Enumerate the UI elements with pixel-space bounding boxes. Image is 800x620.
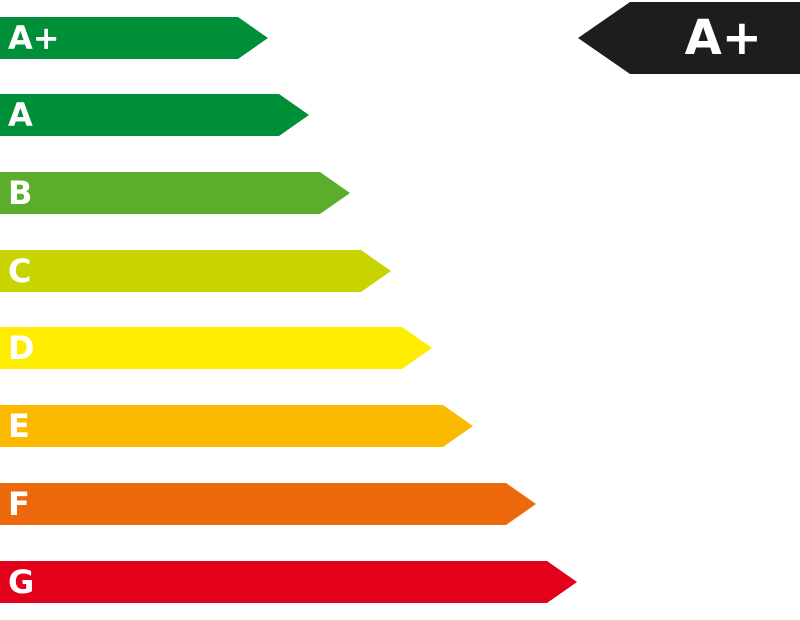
energy-class-label: A+: [8, 19, 60, 57]
energy-class-bar-e: E: [0, 405, 473, 447]
energy-class-label: G: [8, 563, 35, 601]
energy-class-label: C: [8, 252, 32, 290]
energy-class-bar-a-plus: A+: [0, 17, 268, 59]
energy-efficiency-scale: A+ A B C D E F G: [0, 0, 600, 620]
energy-class-label: A: [8, 96, 33, 134]
energy-rating-indicator: A+: [578, 2, 800, 74]
energy-class-bar-a: A: [0, 94, 309, 136]
energy-class-bar-f: F: [0, 483, 536, 525]
energy-class-label: D: [8, 329, 35, 367]
energy-class-label: E: [8, 407, 30, 445]
energy-class-label: F: [8, 485, 30, 523]
energy-class-label: B: [8, 174, 33, 212]
energy-class-bar-b: B: [0, 172, 350, 214]
energy-class-bar-g: G: [0, 561, 577, 603]
energy-rating-label: A+: [684, 10, 762, 66]
energy-class-bar-d: D: [0, 327, 432, 369]
energy-class-bar-c: C: [0, 250, 391, 292]
